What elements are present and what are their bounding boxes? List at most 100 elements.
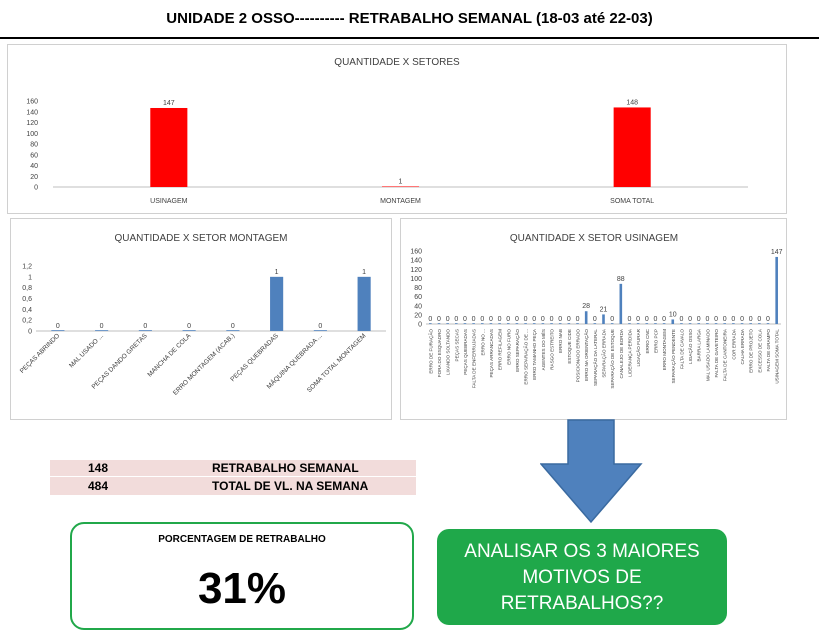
- data-label: 0: [636, 316, 640, 323]
- chart-panel-usinagem: QUANTIDADE X SETOR USINAGEM 0 20 40 60 80 100 1…: [400, 218, 787, 420]
- y-tick-label: 20: [414, 312, 422, 319]
- x-tick-label: PEÇAS QUEBRADAS: [229, 332, 280, 383]
- data-label: 0: [714, 316, 718, 323]
- data-label: 0: [515, 316, 519, 323]
- data-label: 0: [472, 316, 476, 323]
- x-tick-label: ERRO DE FURAÇÃO: [427, 329, 433, 374]
- y-tick-label: 0: [418, 322, 422, 329]
- y-tick-label: 20: [30, 174, 38, 181]
- data-label: 0: [454, 316, 458, 323]
- data-label: 0: [100, 323, 104, 330]
- data-label: 0: [723, 316, 727, 323]
- bar: [270, 276, 284, 331]
- data-label: 0: [541, 316, 545, 323]
- data-label: 0: [532, 316, 536, 323]
- data-label: 0: [498, 316, 502, 323]
- data-label: 148: [626, 99, 638, 106]
- data-label: 0: [697, 316, 701, 323]
- y-tick-label: 120: [410, 267, 422, 274]
- data-label: 0: [645, 316, 649, 323]
- data-label: 0: [480, 316, 484, 323]
- bar: [749, 323, 752, 324]
- bar: [706, 323, 709, 324]
- chart-title: QUANTIDADE X SETOR USINAGEM: [510, 233, 678, 244]
- total-label: TOTAL DE VL. NA SEMANA: [212, 479, 369, 493]
- analysis-callout: ANALISAR OS 3 MAIORES MOTIVOS DE RETRABA…: [437, 529, 727, 625]
- x-tick-label: MAL USADO LAMINADO: [705, 329, 710, 382]
- total-value: 484: [88, 479, 109, 493]
- y-tick-label: 60: [414, 294, 422, 301]
- bar: [688, 323, 692, 324]
- data-label: 0: [662, 316, 666, 323]
- y-tick-label: 0: [28, 329, 32, 336]
- bar: [584, 311, 588, 324]
- data-label: 0: [187, 323, 191, 330]
- bar: [610, 323, 614, 324]
- x-tick-label: ERRO DE PROJETO: [749, 329, 754, 373]
- y-tick-label: 40: [30, 163, 38, 170]
- x-tick-label: FALTA DE CANTONEIRA: [723, 328, 728, 381]
- x-tick-label: FORA DO ESQUADRO: [437, 329, 442, 378]
- data-label: 0: [679, 316, 683, 323]
- x-tick-label: LIXANDO SOLTANDO: [446, 329, 451, 375]
- data-label: 0: [653, 316, 657, 323]
- data-label: 0: [56, 323, 60, 330]
- x-tick-label: PEÇAS ARRANCADAS: [489, 329, 494, 378]
- bar: [662, 323, 666, 324]
- bar: [51, 330, 65, 331]
- y-tick-label: 0,4: [22, 307, 32, 314]
- bar: [766, 323, 770, 324]
- data-label: 0: [731, 316, 735, 323]
- x-tick-label: EXCESSO DE COLA: [757, 328, 762, 373]
- x-tick-label: CALHA ERRADA: [740, 328, 745, 364]
- x-tick-label: ERRO NO FURO: [506, 329, 511, 365]
- y-tick-label: 0,6: [22, 296, 32, 303]
- bar: [150, 107, 188, 187]
- bar: [480, 323, 484, 324]
- bar: [429, 323, 432, 324]
- bar: [602, 314, 605, 324]
- percentage-value: 31%: [197, 564, 287, 613]
- bar: [515, 323, 519, 324]
- bar: [567, 323, 571, 324]
- bar: [357, 276, 371, 331]
- y-tick-label: 160: [410, 249, 422, 256]
- x-tick-label: FALTA DE ENFERRUJADAS: [472, 329, 477, 388]
- bar: [636, 323, 640, 324]
- retrabalho-value: 148: [88, 461, 109, 475]
- bar: [455, 323, 458, 324]
- x-tick-label: MAL USADO ...: [68, 332, 105, 369]
- x-tick-label: ERRO NA ORIENTAÇÃO: [583, 329, 589, 381]
- x-tick-label: SOMA TOTAL: [610, 198, 654, 205]
- data-label: 147: [771, 249, 783, 256]
- data-label: 0: [757, 316, 761, 323]
- chart-title: QUANTIDADE X SETORES: [334, 57, 460, 68]
- bar: [472, 323, 475, 324]
- x-tick-label: USINAGEM: [150, 198, 188, 205]
- percentage-label: PORCENTAGEM DE RETRABALHO: [158, 534, 326, 545]
- x-tick-label: PEÇAS SECAS: [454, 329, 459, 361]
- x-tick-label: LIDERANÇA PERDIDA: [627, 328, 632, 377]
- y-tick-label: 80: [30, 142, 38, 149]
- y-tick-label: 100: [410, 276, 422, 283]
- data-label: 0: [463, 316, 467, 323]
- x-tick-label: ERRO TAMANHO PEÇA: [532, 328, 537, 380]
- bar: [740, 323, 744, 324]
- y-tick-label: 1,2: [22, 264, 32, 271]
- bar: [506, 323, 510, 324]
- data-label: 0: [437, 316, 441, 323]
- data-label: 0: [231, 323, 235, 330]
- callout-line-2: MOTIVOS DE: [522, 567, 642, 588]
- x-tick-label: ERRO CNC: [645, 328, 650, 353]
- data-label: 0: [489, 316, 493, 323]
- x-tick-label: ERRO SEPARAÇÃO DE ...: [523, 329, 529, 385]
- data-label: 147: [163, 100, 175, 107]
- x-tick-label: FALTA DE GRAMPO: [766, 329, 771, 372]
- x-tick-label: ERRO MONTAGEM: [662, 329, 667, 370]
- bar: [381, 186, 420, 187]
- data-label: 10: [669, 311, 677, 318]
- data-label: 0: [428, 316, 432, 323]
- data-label: 0: [628, 316, 632, 323]
- data-label: 0: [446, 316, 450, 323]
- x-tick-label: ERRO REFILAGEM: [498, 329, 503, 370]
